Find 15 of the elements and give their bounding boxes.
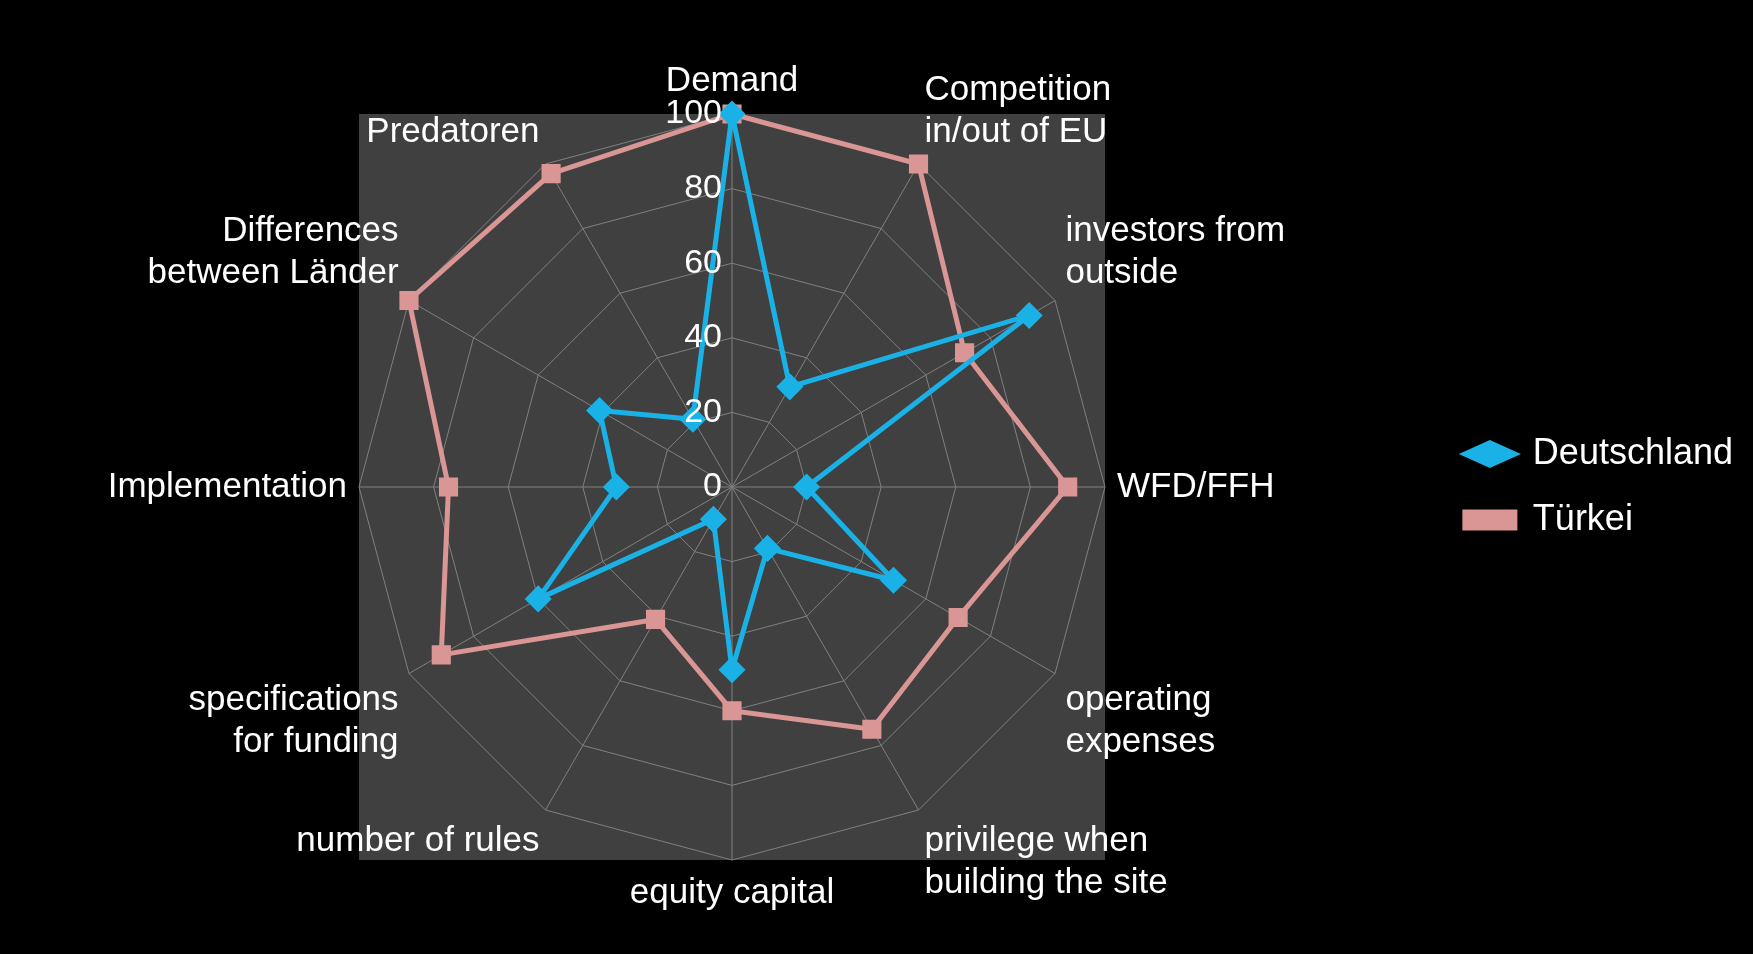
y-tick-label: 0 <box>703 465 722 504</box>
legend-label: Türkei <box>1532 496 1633 538</box>
y-tick-label: 80 <box>684 166 722 205</box>
spoke-label: equity capital <box>629 870 835 910</box>
spoke-label: number of rules <box>296 819 540 859</box>
spoke-label: privilege when building the site <box>924 819 1168 901</box>
legend-label: Deutschland <box>1532 430 1734 472</box>
spoke-label: Predatoren <box>366 110 540 150</box>
spoke-label: operating expenses <box>1065 678 1216 760</box>
spoke-label: Implementation <box>107 464 347 504</box>
spoke-label: specifications for funding <box>188 678 399 760</box>
spoke-label: investors from outside <box>1065 209 1286 291</box>
spoke-label: Competition in/out of EU <box>924 68 1112 150</box>
spoke-label: Differences between Länder <box>147 209 399 291</box>
spoke-label: WFD/FFH <box>1117 464 1275 504</box>
